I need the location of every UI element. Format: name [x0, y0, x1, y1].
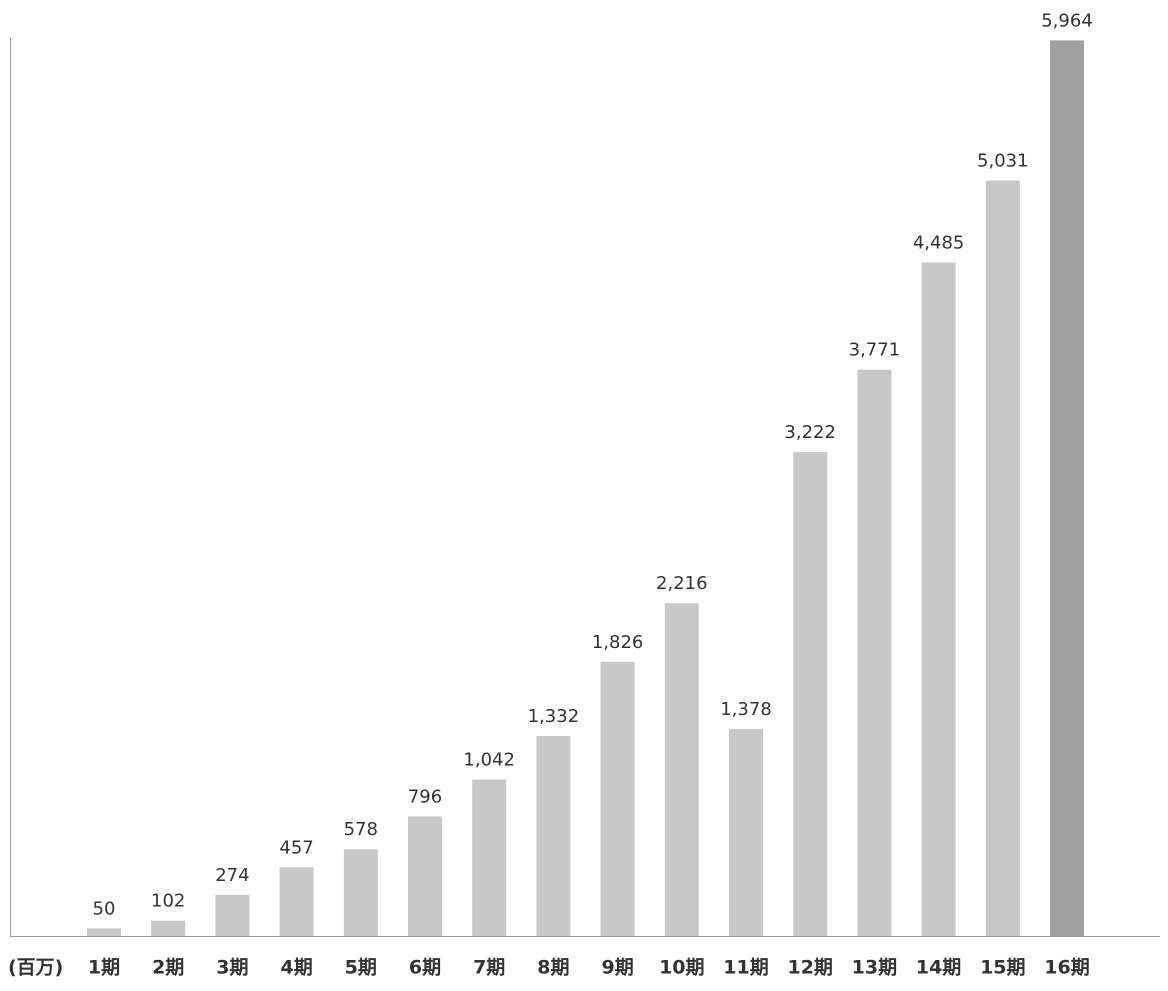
x-tick-label: 13期: [852, 957, 897, 979]
x-tick-label: 14期: [916, 957, 961, 979]
x-tick-label: 1期: [88, 957, 120, 979]
x-tick-label: 15期: [980, 957, 1025, 979]
bar: [343, 849, 378, 936]
value-label: 1,332: [528, 706, 580, 727]
x-tick-label: 11期: [723, 957, 768, 979]
bar: [600, 661, 635, 936]
value-label: 1,826: [592, 632, 644, 653]
bar: [215, 894, 250, 936]
value-label: 102: [151, 891, 185, 912]
bar: [985, 180, 1020, 937]
bar: [87, 928, 121, 936]
value-label: 1,378: [720, 699, 772, 720]
value-label: 4,485: [913, 233, 965, 254]
value-label: 3,222: [784, 422, 836, 443]
x-tick-label: 3期: [216, 957, 248, 979]
x-tick-label: 7期: [473, 957, 505, 979]
x-tick-label: 5期: [345, 957, 377, 979]
value-label: 274: [215, 865, 249, 886]
value-label: 2,216: [656, 573, 708, 594]
bar: [408, 816, 442, 936]
x-tick-label: 10期: [659, 957, 704, 979]
bar: [793, 452, 828, 936]
bar: [857, 369, 892, 936]
value-label: 5,031: [977, 151, 1029, 172]
value-label: 5,964: [1041, 10, 1093, 31]
bar: [279, 867, 314, 936]
bar: [1050, 40, 1084, 936]
value-label: 796: [408, 786, 442, 807]
x-tick-label: 16期: [1044, 957, 1089, 979]
bar: [921, 262, 956, 936]
bar: [536, 735, 571, 936]
bar: [664, 603, 699, 936]
value-label: 578: [344, 819, 378, 840]
bar: [151, 920, 186, 936]
bar: [472, 779, 507, 936]
x-tick-label: 4期: [280, 957, 312, 979]
value-label: 50: [93, 898, 116, 919]
unit-label: (百万): [8, 957, 63, 979]
x-tick-label: 9期: [601, 957, 633, 979]
value-label: 457: [279, 837, 313, 858]
value-label: 1,042: [463, 750, 515, 771]
x-tick-label: 6期: [409, 957, 441, 979]
x-tick-label: 2期: [152, 957, 184, 979]
x-tick-label: 12期: [787, 957, 832, 979]
value-label: 3,771: [849, 340, 901, 361]
x-tick-label: 8期: [537, 957, 569, 979]
bar: [729, 729, 763, 936]
